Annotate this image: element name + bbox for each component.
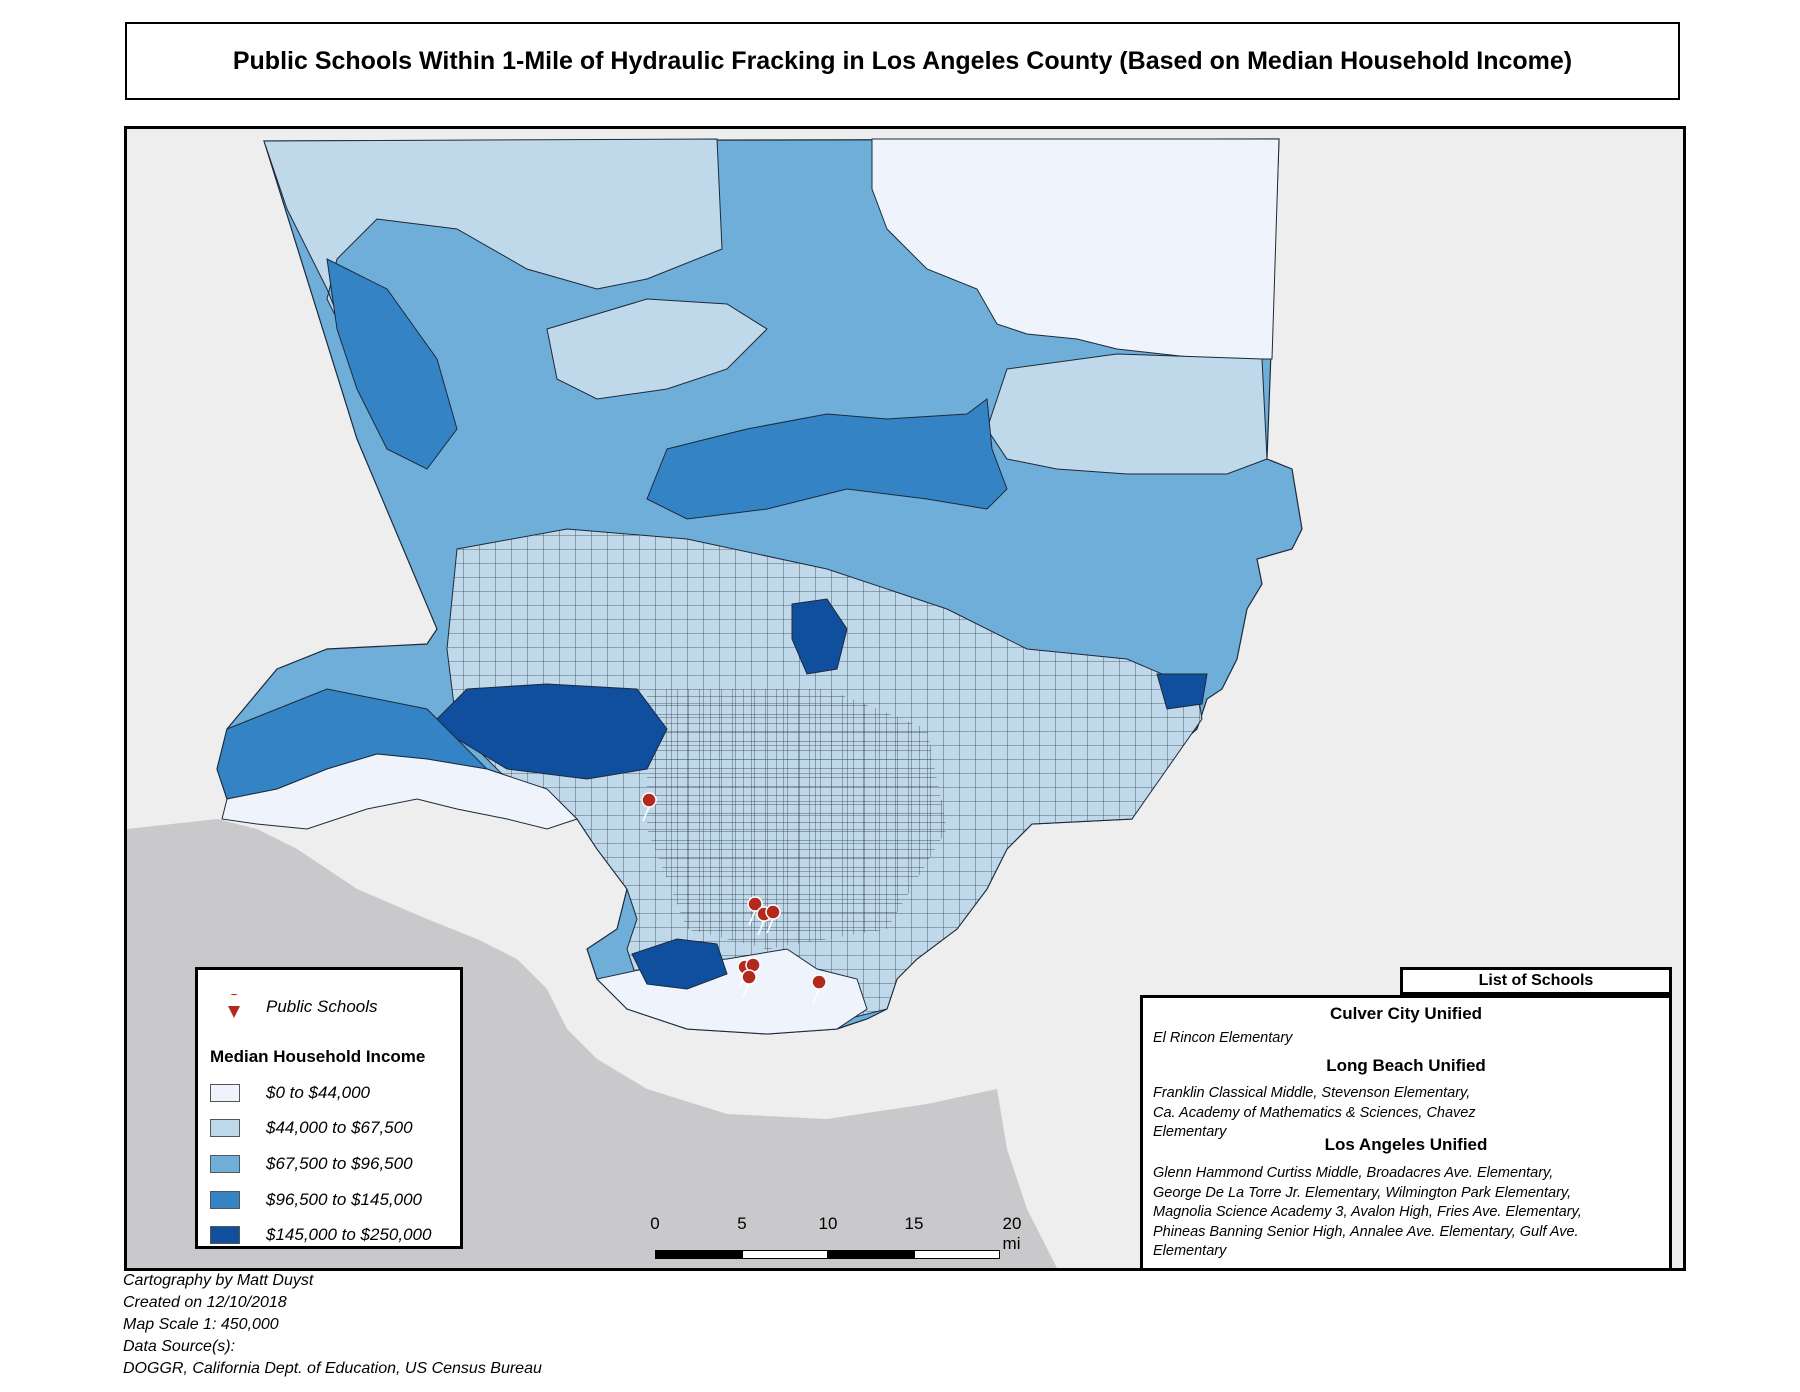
school-list-text: Franklin Classical Middle, Stevenson Ele… bbox=[1153, 1084, 1653, 1143]
legend-item-class1: $0 to $44,000 bbox=[210, 1083, 370, 1103]
school-line: Phineas Banning Senior High, Annalee Ave… bbox=[1153, 1223, 1579, 1240]
region-center-pale bbox=[546, 298, 768, 400]
school-list-text: El Rincon Elementary bbox=[1153, 1029, 1653, 1049]
scale-bar: 0 5 10 15 20 mi bbox=[640, 1214, 1022, 1264]
district-name: Culver City Unified bbox=[1329, 1004, 1483, 1023]
school-line: Magnolia Science Academy 3, Avalon High,… bbox=[1153, 1204, 1582, 1220]
schools-list: Culver City Unified El Rincon Elementary… bbox=[1140, 995, 1672, 1271]
region-east bbox=[986, 353, 1268, 475]
school-line: Franklin Classical Middle, Stevenson Ele… bbox=[1153, 1085, 1471, 1101]
region-far-east-dark bbox=[1156, 673, 1208, 710]
region-nw bbox=[263, 138, 723, 340]
scale-segment bbox=[914, 1250, 1000, 1259]
core-tracts bbox=[647, 689, 947, 949]
map-pin-icon bbox=[228, 994, 240, 1018]
legend-swatch bbox=[210, 1084, 240, 1102]
district-name: Los Angeles Unified bbox=[1324, 1135, 1488, 1154]
school-pin[interactable] bbox=[741, 969, 757, 999]
legend-label: $0 to $44,000 bbox=[266, 1083, 370, 1102]
scale-tick: 5 bbox=[737, 1214, 747, 1233]
legend-item-class3: $67,500 to $96,500 bbox=[210, 1154, 413, 1174]
legend-points-label: Public Schools bbox=[266, 997, 378, 1016]
scale-tick: 10 bbox=[818, 1214, 838, 1233]
credit-sources-label: Data Source(s): bbox=[123, 1338, 236, 1355]
legend-swatch bbox=[210, 1155, 240, 1173]
legend-item-class4: $96,500 to $145,000 bbox=[210, 1190, 422, 1210]
school-pins bbox=[641, 792, 827, 1004]
school-list-text: Glenn Hammond Curtiss Middle, Broadacres… bbox=[1153, 1164, 1653, 1262]
school-line: Elementary bbox=[1153, 1124, 1227, 1140]
region-west-band bbox=[326, 258, 458, 470]
legend-title: Median Household Income bbox=[210, 1047, 426, 1066]
school-line: Ca. Academy of Mathematics & Sciences, C… bbox=[1153, 1104, 1476, 1121]
legend-label: $67,500 to $96,500 bbox=[266, 1154, 413, 1173]
county-map bbox=[127, 138, 1303, 1268]
region-east-dark bbox=[791, 598, 848, 675]
scale-tick: 0 bbox=[650, 1214, 660, 1233]
legend-label: $44,000 to $67,500 bbox=[266, 1118, 413, 1137]
region-ne bbox=[871, 138, 1280, 360]
district-name: Long Beach Unified bbox=[1326, 1056, 1486, 1075]
map-title-box: Public Schools Within 1-Mile of Hydrauli… bbox=[125, 22, 1680, 100]
region-palos-verdes bbox=[631, 938, 728, 990]
legend-item-class2: $44,000 to $67,500 bbox=[210, 1118, 413, 1138]
legend-item-class5: $145,000 to $250,000 bbox=[210, 1225, 431, 1245]
schools-list-title: List of Schools bbox=[1478, 972, 1594, 989]
school-pin[interactable] bbox=[765, 904, 781, 934]
legend-swatch bbox=[210, 1119, 240, 1137]
scale-tick: 20 mi bbox=[1002, 1214, 1022, 1253]
credit-date: Created on 12/10/2018 bbox=[123, 1294, 287, 1311]
scale-tick: 15 bbox=[904, 1214, 924, 1233]
map-credits: Cartography by Matt Duyst Created on 12/… bbox=[123, 1270, 542, 1380]
legend-label: $145,000 to $250,000 bbox=[266, 1225, 432, 1244]
school-line: El Rincon Elementary bbox=[1153, 1030, 1293, 1046]
scale-segment bbox=[828, 1250, 914, 1259]
region-coast-strip bbox=[221, 753, 578, 830]
school-line: George De La Torre Jr. Elementary, Wilmi… bbox=[1153, 1184, 1572, 1201]
scale-segment bbox=[742, 1250, 828, 1259]
legend: Public Schools Median Household Income $… bbox=[195, 967, 463, 1249]
legend-points-row: Public Schools bbox=[224, 994, 378, 1020]
credit-scale: Map Scale 1: 450,000 bbox=[123, 1316, 279, 1333]
map-title: Public Schools Within 1-Mile of Hydrauli… bbox=[232, 46, 1573, 75]
credit-sources: DOGGR, California Dept. of Education, US… bbox=[123, 1360, 542, 1377]
school-line: Elementary bbox=[1153, 1243, 1227, 1259]
credit-cartography: Cartography by Matt Duyst bbox=[123, 1272, 314, 1289]
school-pin[interactable] bbox=[811, 974, 827, 1004]
scale-segment bbox=[655, 1250, 742, 1259]
legend-swatch bbox=[210, 1191, 240, 1209]
school-line: Glenn Hammond Curtiss Middle, Broadacres… bbox=[1153, 1165, 1554, 1181]
region-mid-band bbox=[646, 398, 1008, 520]
map-frame bbox=[124, 126, 1686, 1271]
legend-label: $96,500 to $145,000 bbox=[266, 1190, 422, 1209]
legend-swatch bbox=[210, 1226, 240, 1244]
schools-list-header: List of Schools bbox=[1400, 967, 1672, 995]
school-pin[interactable] bbox=[641, 792, 657, 822]
